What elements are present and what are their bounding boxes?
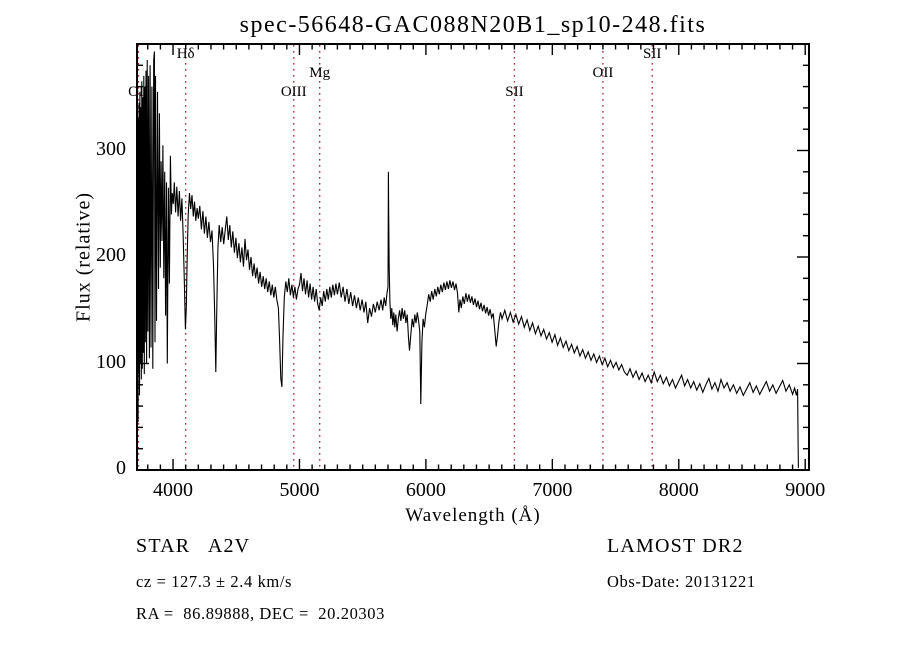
spectral-line-label: SII xyxy=(505,84,524,100)
y-tick-label: 200 xyxy=(96,244,126,266)
y-tick-label: 100 xyxy=(96,350,126,373)
spectral-line-label: OII xyxy=(592,65,614,81)
plot-title: spec-56648-GAC088N20B1_sp10-248.fits xyxy=(239,12,707,38)
x-axis-label: Wavelength (Å) xyxy=(405,505,541,526)
cz-velocity-annotation: cz = 127.3 ± 2.4 km/s xyxy=(136,572,293,591)
x-tick-label: 7000 xyxy=(532,479,573,501)
x-tick-label: 8000 xyxy=(658,479,699,501)
y-tick-label: 0 xyxy=(116,457,126,479)
object-class-annotation: STAR A2V xyxy=(136,535,251,557)
spectral-line-label: OII xyxy=(128,84,149,100)
x-tick-label: 6000 xyxy=(405,479,446,501)
x-tick-label: 5000 xyxy=(279,479,320,501)
spectrum-trace xyxy=(136,51,799,468)
x-tick-label: 9000 xyxy=(785,479,826,501)
spectral-line-label: OIII xyxy=(280,84,307,100)
obs-date-annotation: Obs-Date: 20131221 xyxy=(607,572,756,591)
y-tick-label: 300 xyxy=(96,137,126,160)
survey-release-annotation: LAMOST DR2 xyxy=(607,535,744,557)
spectral-line-label: Mg xyxy=(309,65,331,81)
ra-dec-annotation: RA = 86.89888, DEC = 20.20303 xyxy=(136,604,385,623)
x-tick-label: 4000 xyxy=(153,479,194,501)
spectral-line-label: SII xyxy=(643,46,662,62)
spectral-line-label: Hδ xyxy=(176,46,195,62)
